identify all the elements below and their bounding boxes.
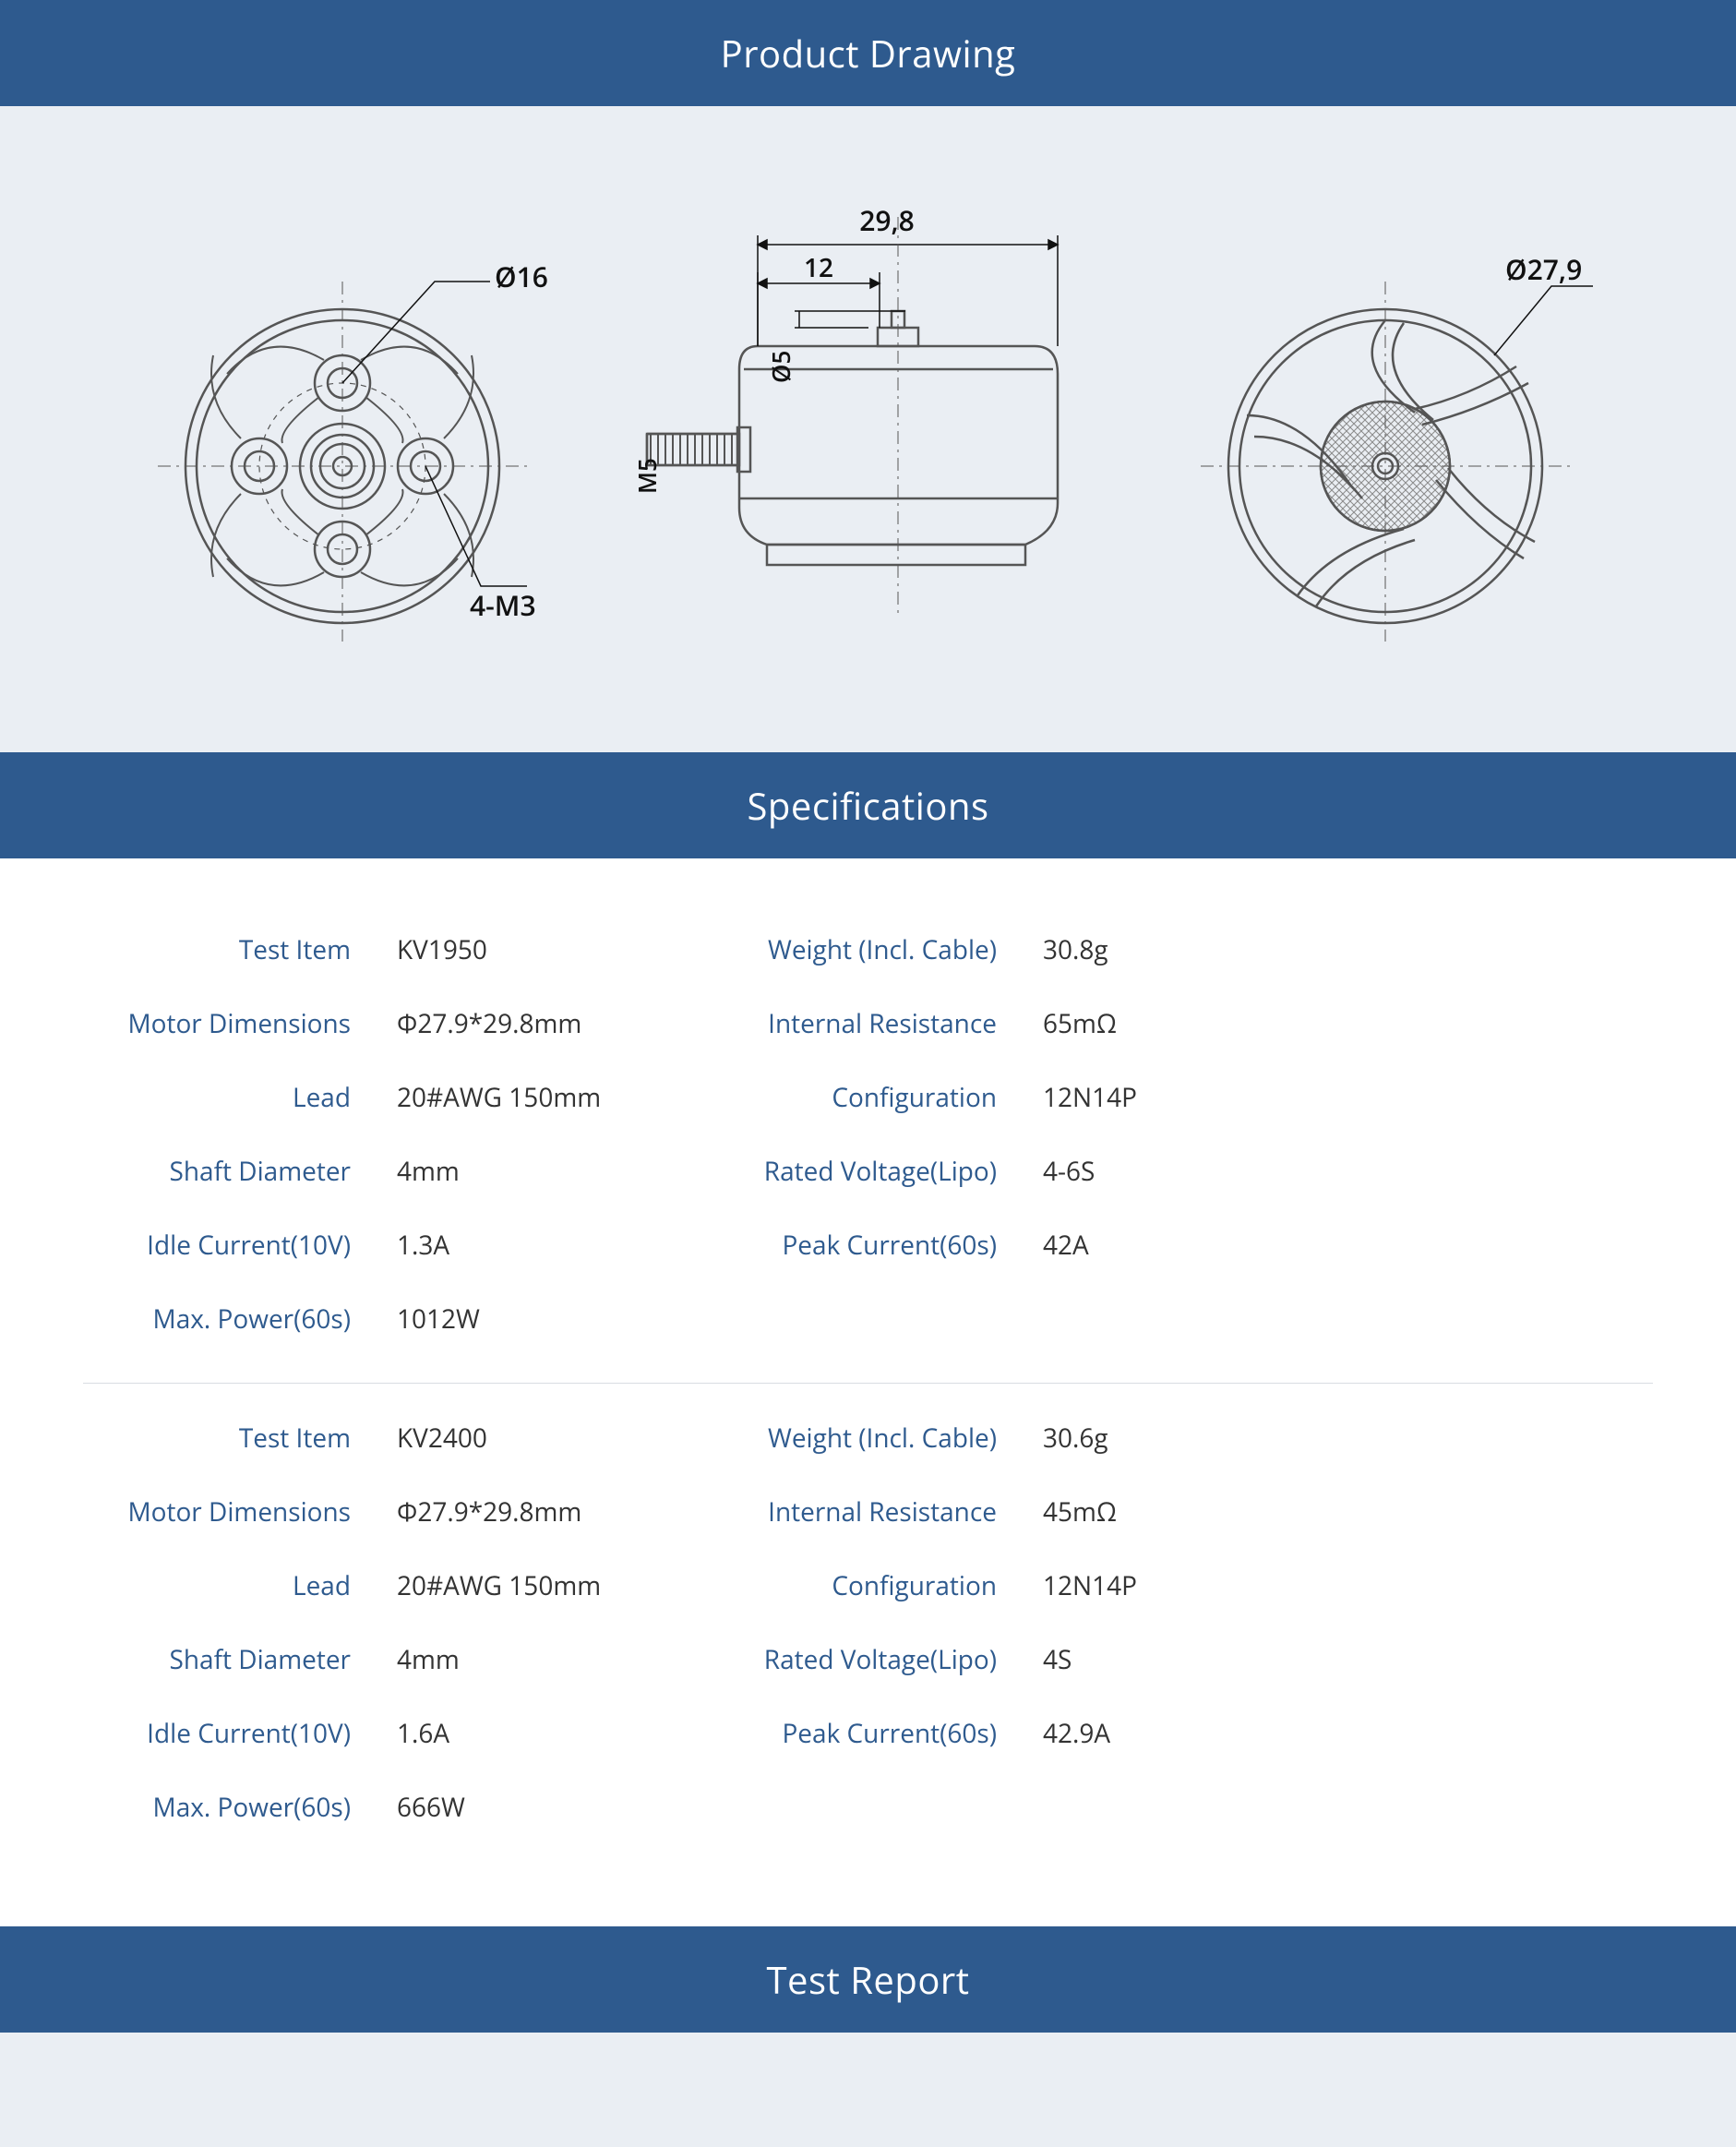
- section-header-report: Test Report: [0, 1926, 1736, 2033]
- spec-value: 30.8g: [1043, 932, 1634, 967]
- spec-label: Configuration: [711, 1568, 1043, 1603]
- spec-label: Motor Dimensions: [102, 1006, 397, 1041]
- spec-value: 666W: [397, 1790, 711, 1825]
- label-bell-diameter: Ø27,9: [1505, 250, 1582, 288]
- label-mount-holes: 4-M3: [470, 586, 536, 624]
- spec-value: Φ27.9*29.8mm: [397, 1494, 711, 1529]
- spec-value: 42A: [1043, 1228, 1634, 1263]
- spec-value: 20#AWG 150mm: [397, 1080, 711, 1115]
- spec-value: KV1950: [397, 932, 711, 967]
- spec-label: [711, 1790, 1043, 1825]
- spec-value: 4-6S: [1043, 1154, 1634, 1189]
- spec-label: Shaft Diameter: [102, 1642, 397, 1677]
- spec-label: Lead: [102, 1568, 397, 1603]
- spec-label: Test Item: [102, 1421, 397, 1456]
- spec-value: 4S: [1043, 1642, 1634, 1677]
- spec-label: Rated Voltage(Lipo): [711, 1642, 1043, 1677]
- spec-block: Test ItemKV1950Weight (Incl. Cable)30.8g…: [83, 895, 1653, 1383]
- spec-label: [711, 1301, 1043, 1337]
- label-shaft-diameter: Ø5: [764, 351, 797, 383]
- spec-value: 1.3A: [397, 1228, 711, 1263]
- spec-value: 12N14P: [1043, 1568, 1634, 1603]
- spec-label: Test Item: [102, 932, 397, 967]
- specs-area: Test ItemKV1950Weight (Incl. Cable)30.8g…: [0, 858, 1736, 1926]
- spec-value: 12N14P: [1043, 1080, 1634, 1115]
- drawing-top-view: Ø27,9: [1173, 198, 1598, 642]
- spec-value: 30.6g: [1043, 1421, 1634, 1456]
- label-shoulder-height: 12: [803, 250, 832, 285]
- spec-value: 20#AWG 150mm: [397, 1568, 711, 1603]
- spec-label: Rated Voltage(Lipo): [711, 1154, 1043, 1189]
- spec-value: Φ27.9*29.8mm: [397, 1006, 711, 1041]
- label-total-height: 29,8: [859, 201, 915, 239]
- spec-label: Idle Current(10V): [102, 1716, 397, 1751]
- spec-value: 1.6A: [397, 1716, 711, 1751]
- spec-value: 4mm: [397, 1642, 711, 1677]
- spec-label: Internal Resistance: [711, 1494, 1043, 1529]
- section-header-drawing: Product Drawing: [0, 0, 1736, 106]
- spec-label: Idle Current(10V): [102, 1228, 397, 1263]
- spec-label: Internal Resistance: [711, 1006, 1043, 1041]
- spec-label: Shaft Diameter: [102, 1154, 397, 1189]
- label-thread: M5: [630, 458, 664, 494]
- spec-value: 65mΩ: [1043, 1006, 1634, 1041]
- spec-block: Test ItemKV2400Weight (Incl. Cable)30.6g…: [83, 1383, 1653, 1871]
- spec-label: Configuration: [711, 1080, 1043, 1115]
- spec-value: 45mΩ: [1043, 1494, 1634, 1529]
- spec-label: Motor Dimensions: [102, 1494, 397, 1529]
- spec-label: Peak Current(60s): [711, 1228, 1043, 1263]
- spec-label: Max. Power(60s): [102, 1790, 397, 1825]
- spec-label: Weight (Incl. Cable): [711, 932, 1043, 967]
- spec-label: Lead: [102, 1080, 397, 1115]
- spec-label: Weight (Incl. Cable): [711, 1421, 1043, 1456]
- spec-value: 42.9A: [1043, 1716, 1634, 1751]
- section-header-specs: Specifications: [0, 752, 1736, 858]
- label-bolt-circle-diameter: Ø16: [495, 258, 548, 295]
- spec-label: Max. Power(60s): [102, 1301, 397, 1337]
- spec-value: 4mm: [397, 1154, 711, 1189]
- drawing-bottom-view: Ø16 4-M3: [139, 198, 564, 642]
- spec-value: [1043, 1790, 1634, 1825]
- spec-value: KV2400: [397, 1421, 711, 1456]
- drawing-side-view: 29,8 12 Ø5 M5: [629, 180, 1108, 660]
- spec-value: [1043, 1301, 1634, 1337]
- drawing-area: Ø16 4-M3: [0, 106, 1736, 752]
- spec-value: 1012W: [397, 1301, 711, 1337]
- spec-label: Peak Current(60s): [711, 1716, 1043, 1751]
